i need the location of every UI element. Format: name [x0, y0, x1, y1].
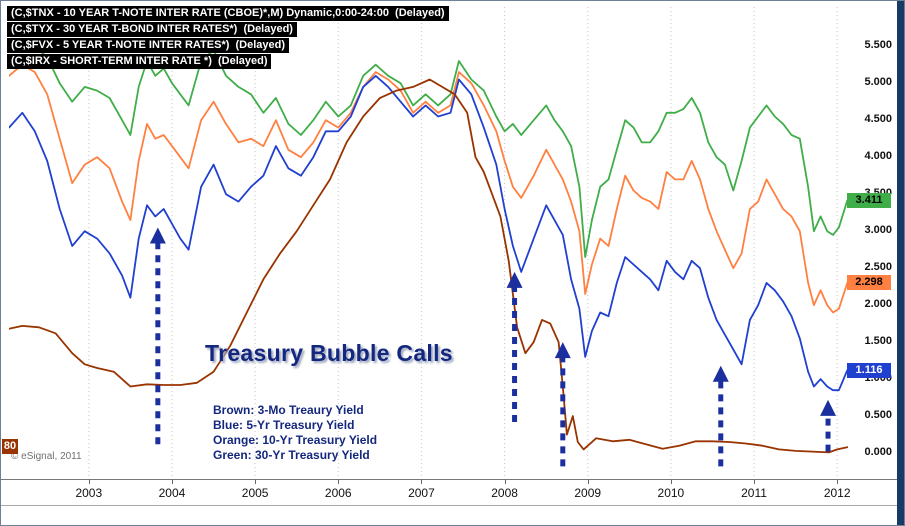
price-axis: 5.5005.0004.5004.0003.5003.0002.5002.000… — [848, 1, 899, 479]
time-axis-tickmark — [171, 480, 173, 484]
time-axis-tickmark — [255, 480, 257, 484]
symbol-label-tyx: (C,$TYX - 30 YEAR T-BOND INTER RATES*) (… — [7, 22, 297, 37]
price-axis-label: 4.500 — [864, 113, 892, 126]
time-axis-label: 2011 — [741, 486, 767, 500]
legend-line-orange: Orange: 10-Yr Treasury Yield — [213, 433, 378, 447]
chart-annotation-title: Treasury Bubble Calls — [205, 340, 453, 366]
price-axis-label: 1.500 — [864, 335, 892, 348]
price-axis-label: 4.000 — [864, 150, 892, 163]
symbol-label-fvx: (C,$FVX - 5 YEAR T-NOTE INTER RATES*) (D… — [7, 38, 290, 53]
time-axis-label: 2004 — [158, 486, 186, 500]
time-axis-label: 2005 — [241, 486, 269, 500]
price-axis-label: 0.500 — [864, 409, 892, 422]
price-axis-label: 5.500 — [864, 39, 892, 52]
symbol-label-irx: (C,$IRX - SHORT-TERM INTER RATE *) (Dela… — [7, 54, 272, 69]
time-axis-tickmark — [837, 480, 839, 484]
legend-line-green: Green: 30-Yr Treasury Yield — [213, 448, 370, 462]
time-axis-label: 2012 — [823, 486, 851, 500]
time-axis-tickmark — [421, 480, 423, 484]
time-axis-label: 2010 — [657, 486, 685, 500]
time-axis-label: 2008 — [491, 486, 518, 500]
symbol-header-labels: (C,$TNX - 10 YEAR T-NOTE INTER RATE (CBO… — [7, 6, 449, 70]
price-axis-label: 3.000 — [864, 224, 892, 237]
time-axis-tickmark — [338, 480, 340, 484]
bubble-call-arrowhead — [820, 399, 837, 416]
time-axis-label: 2007 — [408, 486, 435, 500]
time-axis-label: 2006 — [324, 486, 352, 500]
series-line-tnx-10y — [9, 63, 848, 314]
series-line-fvx-5y — [9, 74, 848, 392]
legend-line-blue: Blue: 5-Yr Treasury Yield — [213, 418, 355, 432]
last-value-badge-tnx-10y: 2.298 — [847, 275, 891, 291]
price-axis-label: 0.000 — [864, 446, 892, 459]
legend-line-brown: Brown: 3-Mo Treaury Yield — [213, 403, 364, 417]
last-value-badge-irx-3m: 80 — [2, 439, 18, 455]
time-axis-tickmark — [587, 480, 589, 484]
last-value-badge-tyx-30y: 3.411 — [847, 192, 891, 208]
time-axis-tickmark — [88, 480, 90, 484]
bubble-call-arrowhead — [149, 227, 166, 244]
time-axis-label: 2003 — [75, 486, 103, 500]
window-edge-strip — [897, 1, 904, 525]
chart-legend: Brown: 3-Mo Treaury Yield Blue: 5-Yr Tre… — [213, 403, 377, 463]
last-value-badge-fvx-5y: 1.116 — [847, 362, 891, 378]
bubble-call-arrowhead — [712, 365, 729, 382]
chart-plot[interactable] — [9, 7, 848, 479]
copyright-label: © eSignal, 2011 — [11, 451, 82, 462]
price-axis-label: 5.000 — [864, 76, 892, 89]
bubble-call-arrowhead — [554, 342, 571, 359]
series-line-irx-3m — [9, 78, 848, 454]
series-line-tyx-30y — [9, 37, 848, 259]
time-axis-tickmark — [504, 480, 506, 484]
time-axis-label: 2009 — [574, 486, 602, 500]
price-axis-label: 2.500 — [864, 261, 892, 274]
price-axis-label: 2.000 — [864, 298, 892, 311]
time-axis-tickmark — [670, 480, 672, 484]
time-axis: 2003 2004 2005 2006 2007 2008 2009 2010 2011 2012 — [1, 479, 899, 506]
time-axis-tickmark — [754, 480, 756, 484]
symbol-label-tnx: (C,$TNX - 10 YEAR T-NOTE INTER RATE (CBO… — [7, 6, 449, 21]
bubble-call-arrowhead — [506, 271, 523, 288]
